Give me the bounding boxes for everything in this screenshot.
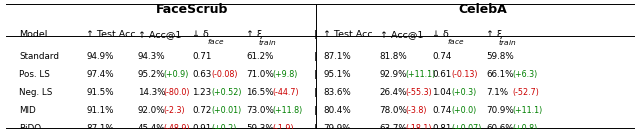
Text: $face$: $face$ [207,37,225,46]
Text: 81.8%: 81.8% [380,52,407,61]
Text: (+0.01): (+0.01) [211,106,241,115]
Text: BiDO: BiDO [19,124,42,129]
Text: (+0.9): (+0.9) [163,70,189,79]
Text: 45.4%: 45.4% [138,124,165,129]
Text: 78.0%: 78.0% [380,106,408,115]
Text: |: | [314,106,317,115]
Text: 26.4%: 26.4% [380,88,407,97]
Text: 92.9%: 92.9% [380,70,407,79]
Text: (-55.3): (-55.3) [405,88,432,97]
Text: 0.74: 0.74 [432,52,451,61]
Text: 79.9%: 79.9% [323,124,351,129]
Text: 61.2%: 61.2% [246,52,274,61]
Text: 66.1%: 66.1% [486,70,514,79]
Text: 0.81: 0.81 [432,124,451,129]
Text: (-3.8): (-3.8) [405,106,427,115]
Text: (+0.0): (+0.0) [451,106,476,115]
Text: (+0.8): (+0.8) [512,124,537,129]
Text: 0.61: 0.61 [432,70,451,79]
Text: 1.04: 1.04 [432,88,451,97]
Text: (+11.1): (+11.1) [405,70,435,79]
Text: (+6.3): (+6.3) [512,70,537,79]
Text: 7.1%: 7.1% [486,88,509,97]
Text: FaceScrub: FaceScrub [156,3,228,16]
Text: $face$: $face$ [447,37,465,46]
Text: (+0.2): (+0.2) [211,124,237,129]
Text: ↑ Acc@1: ↑ Acc@1 [138,30,181,39]
Text: (-52.7): (-52.7) [512,88,539,97]
Text: (+11.8): (+11.8) [272,106,302,115]
Text: 92.0%: 92.0% [138,106,165,115]
Text: 0.71: 0.71 [192,52,211,61]
Text: Model: Model [19,30,47,39]
Text: 0.74: 0.74 [432,106,451,115]
Text: (-2.3): (-2.3) [163,106,185,115]
Text: |: | [314,30,317,39]
Text: $train$: $train$ [258,37,276,47]
Text: 16.5%: 16.5% [246,88,274,97]
Text: 87.1%: 87.1% [323,52,351,61]
Text: ↓ δ: ↓ δ [192,30,209,39]
Text: 73.0%: 73.0% [246,106,275,115]
Text: (-48.9): (-48.9) [163,124,190,129]
Text: 59.3%: 59.3% [246,124,274,129]
Text: 1.23: 1.23 [192,88,211,97]
Text: 91.1%: 91.1% [86,106,114,115]
Text: (+0.07): (+0.07) [451,124,481,129]
Text: 87.1%: 87.1% [86,124,114,129]
Text: (+11.1): (+11.1) [512,106,542,115]
Text: ↑ ξ: ↑ ξ [246,30,262,39]
Text: ↑ Test Acc: ↑ Test Acc [86,30,136,39]
Text: |: | [314,124,317,129]
Text: (-80.0): (-80.0) [163,88,189,97]
Text: ↓ δ: ↓ δ [432,30,449,39]
Text: ↑ Test Acc: ↑ Test Acc [323,30,373,39]
Text: (-1.9): (-1.9) [272,124,294,129]
Text: 83.6%: 83.6% [323,88,351,97]
Text: (-18.1): (-18.1) [405,124,431,129]
Text: 63.7%: 63.7% [380,124,407,129]
Text: 70.9%: 70.9% [486,106,514,115]
Text: 80.4%: 80.4% [323,106,351,115]
Text: 91.5%: 91.5% [86,88,114,97]
Text: 0.63: 0.63 [192,70,211,79]
Text: (-0.13): (-0.13) [451,70,477,79]
Text: |: | [314,88,317,97]
Text: 60.6%: 60.6% [486,124,514,129]
Text: 0.91: 0.91 [192,124,211,129]
Text: 59.8%: 59.8% [486,52,514,61]
Text: 94.9%: 94.9% [86,52,114,61]
Text: 94.3%: 94.3% [138,52,165,61]
Text: 97.4%: 97.4% [86,70,114,79]
Text: (+0.52): (+0.52) [211,88,242,97]
Text: 0.72: 0.72 [192,106,211,115]
Text: (+9.8): (+9.8) [272,70,298,79]
Text: (+0.3): (+0.3) [451,88,476,97]
Text: $train$: $train$ [498,37,516,47]
Text: Pos. LS: Pos. LS [19,70,50,79]
Text: |: | [314,70,317,79]
Text: (-0.08): (-0.08) [211,70,237,79]
Text: MID: MID [19,106,36,115]
Text: CelebA: CelebA [459,3,508,16]
Text: Neg. LS: Neg. LS [19,88,52,97]
Text: 95.2%: 95.2% [138,70,165,79]
Text: 14.3%: 14.3% [138,88,165,97]
Text: ↑ ξ: ↑ ξ [486,30,502,39]
Text: Standard: Standard [19,52,60,61]
Text: 71.0%: 71.0% [246,70,274,79]
Text: ↑ Acc@1: ↑ Acc@1 [380,30,423,39]
Text: |: | [314,52,317,61]
Text: (-44.7): (-44.7) [272,88,299,97]
Text: 95.1%: 95.1% [323,70,351,79]
